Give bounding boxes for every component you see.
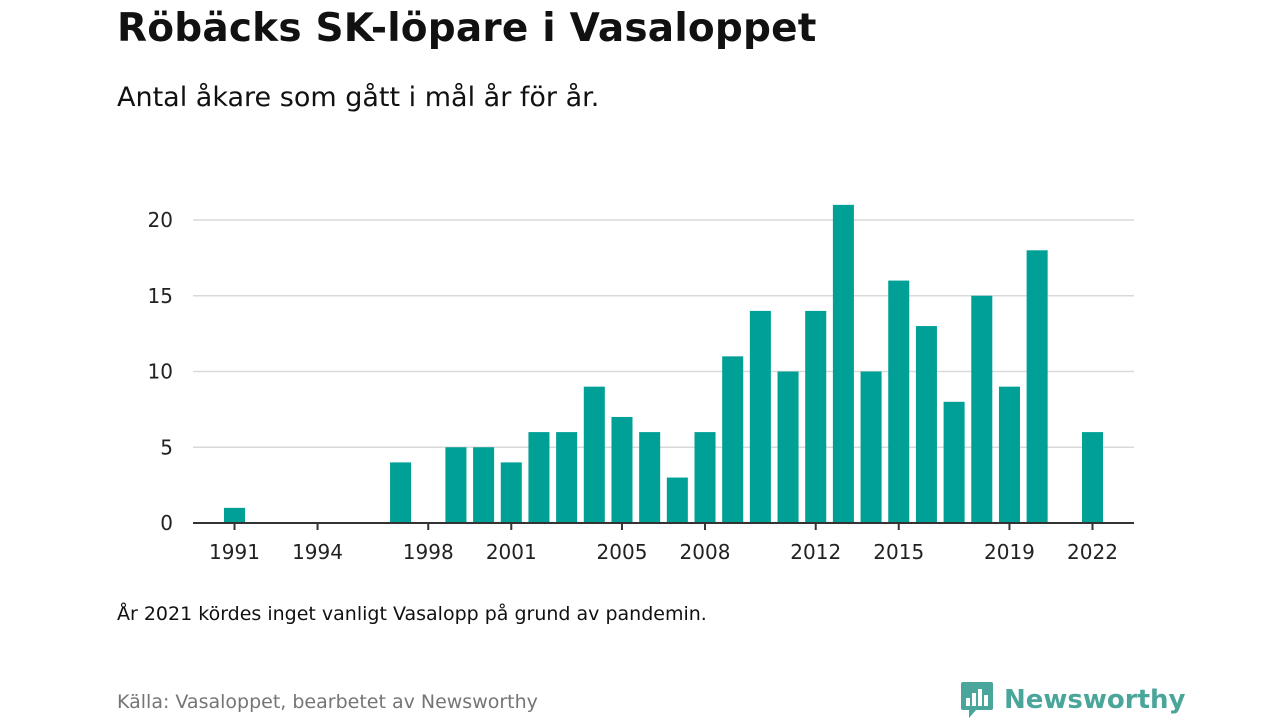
x-tick-label: 2005	[597, 540, 648, 564]
x-tick-label: 1998	[403, 540, 454, 564]
bar-2001	[500, 462, 522, 523]
y-tick-label: 20	[148, 208, 173, 232]
y-tick-label: 10	[148, 360, 173, 384]
bar-2000	[473, 447, 495, 523]
chart-subtitle: Antal åkare som gått i mål år för år.	[117, 82, 600, 113]
source-text: Källa: Vasaloppet, bearbetet av Newswort…	[117, 691, 538, 713]
brand-name: Newsworthy	[1004, 685, 1186, 715]
bar-2006	[639, 432, 661, 523]
bar-2003	[556, 432, 578, 523]
bar-2011	[777, 371, 799, 523]
gridlines	[193, 219, 1134, 448]
x-tick-label: 1991	[209, 540, 260, 564]
bar-2010	[749, 310, 771, 523]
bar-2020	[1026, 250, 1048, 524]
x-tick-label: 2012	[790, 540, 841, 564]
y-tick-label: 5	[160, 435, 173, 459]
bar-1999	[445, 447, 467, 523]
bar-2017	[943, 401, 965, 523]
x-tick-label: 2022	[1067, 540, 1118, 564]
x-tick-label: 2015	[873, 540, 924, 564]
bar-chart: 0 5 10 15 20 1991 1994 1998 2001 2005 2008 2012 2015…	[148, 204, 1134, 564]
bar-2018	[971, 295, 993, 523]
bar-2019	[998, 386, 1020, 523]
bars	[223, 204, 1104, 524]
y-tick-label: 0	[160, 511, 173, 535]
x-tick-label: 2008	[680, 540, 731, 564]
bar-2005	[611, 416, 633, 523]
bar-2009	[722, 356, 744, 523]
bar-2022	[1081, 432, 1104, 523]
bar-2007	[666, 477, 688, 523]
bar-1997	[390, 462, 412, 523]
bar-2012	[805, 310, 827, 523]
x-tick-label: 2019	[984, 540, 1035, 564]
bar-2015	[888, 280, 910, 523]
bar-2013	[832, 204, 854, 523]
y-tick-label: 15	[148, 284, 173, 308]
bar-2014	[860, 371, 882, 523]
newsworthy-logo[interactable]: Newsworthy	[960, 680, 1185, 720]
bar-2002	[528, 432, 550, 523]
bar-2016	[915, 326, 937, 523]
bar-2008	[694, 432, 716, 523]
chart-title: Röbäcks SK-löpare i Vasaloppet	[117, 6, 817, 51]
chart-note: År 2021 kördes inget vanligt Vasalopp på…	[117, 603, 707, 625]
newsworthy-logo-icon	[961, 682, 993, 718]
x-tick-label: 2001	[486, 540, 537, 564]
bar-2004	[583, 386, 605, 523]
x-tick-label: 1994	[292, 540, 343, 564]
bar-1991	[223, 507, 246, 523]
axes: 0 5 10 15 20 1991 1994 1998 2001 2005 2008 2012 2015…	[148, 208, 1134, 564]
